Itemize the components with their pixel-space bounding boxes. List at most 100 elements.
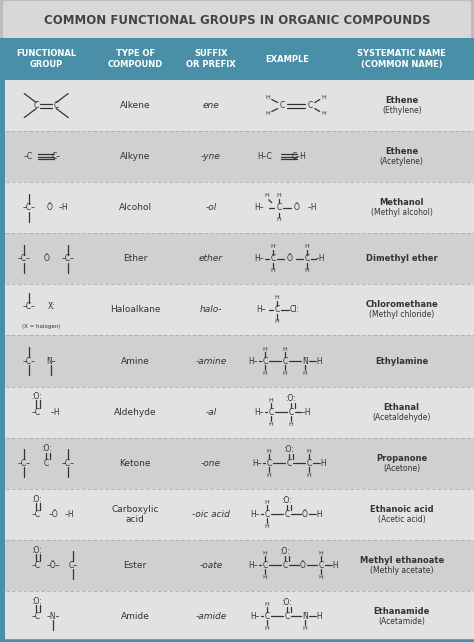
Text: H: H [304, 245, 309, 249]
Text: Ethene: Ethene [385, 147, 419, 156]
Text: H: H [302, 626, 307, 631]
Text: –C–: –C– [18, 458, 31, 467]
Text: H–: H– [254, 408, 264, 417]
Text: C: C [266, 458, 272, 467]
Text: Ethylamine: Ethylamine [375, 356, 428, 365]
Text: H–: H– [254, 254, 264, 263]
Text: Haloalkane: Haloalkane [110, 306, 160, 315]
Text: –H: –H [314, 612, 324, 621]
Text: Alcohol: Alcohol [118, 204, 152, 213]
Text: H: H [268, 397, 273, 403]
Text: (Acetaldehyde): (Acetaldehyde) [373, 413, 431, 422]
Text: –C–: –C– [62, 254, 75, 263]
Text: (Acetamide): (Acetamide) [378, 617, 425, 626]
Text: Dimethyl ether: Dimethyl ether [366, 254, 438, 263]
Text: –C: –C [32, 561, 41, 570]
Text: –C–: –C– [23, 204, 36, 213]
Bar [0, 591, 474, 642]
Text: Ethanoic acid: Ethanoic acid [370, 505, 434, 514]
Text: :O:: :O: [31, 392, 42, 401]
Text: FUNCTIONAL
GROUP: FUNCTIONAL GROUP [16, 49, 76, 69]
Text: -al: -al [205, 408, 217, 417]
Text: H: H [288, 422, 293, 426]
Text: Alkyne: Alkyne [120, 152, 150, 161]
Text: Methanol: Methanol [380, 198, 424, 207]
Text: (Acetone): (Acetone) [383, 464, 420, 473]
Text: Ẍ:: Ẍ: [47, 302, 55, 311]
Text: –C–: –C– [18, 254, 31, 263]
Text: –H: –H [64, 510, 74, 519]
Text: H: H [266, 473, 271, 478]
Text: Ö: Ö [300, 561, 306, 570]
Bar [0, 284, 474, 336]
Text: C: C [276, 204, 282, 213]
Text: C: C [279, 101, 284, 110]
Text: C: C [318, 561, 323, 570]
Text: H: H [283, 347, 287, 352]
Text: H: H [266, 449, 271, 454]
Text: H–: H– [248, 356, 257, 365]
Text: C: C [264, 612, 269, 621]
Text: Ö: Ö [294, 204, 300, 213]
Text: ether: ether [199, 254, 223, 263]
Bar [0, 131, 474, 182]
Text: C: C [284, 612, 290, 621]
Text: H: H [264, 499, 269, 505]
Text: C: C [304, 254, 310, 263]
Text: –N–: –N– [46, 612, 60, 621]
Text: –H: –H [330, 561, 339, 570]
Text: H–: H– [254, 204, 264, 213]
Text: H: H [306, 449, 311, 454]
Text: –C: –C [32, 612, 41, 621]
Text: ene: ene [202, 101, 219, 110]
Text: :O:: :O: [31, 495, 42, 504]
Bar [0, 386, 474, 438]
Text: –H: –H [50, 408, 60, 417]
Text: Alkene: Alkene [120, 101, 150, 110]
Text: C: C [44, 458, 49, 467]
Text: Ö: Ö [43, 254, 49, 263]
Text: –C–: –C– [23, 302, 36, 311]
Bar [0, 540, 474, 591]
Text: Ether: Ether [123, 254, 147, 263]
Text: C: C [286, 458, 292, 467]
Text: –H: –H [308, 204, 318, 213]
Text: H: H [321, 95, 326, 100]
Text: -oate: -oate [199, 561, 223, 570]
Text: Aldehyde: Aldehyde [114, 408, 156, 417]
Text: Ethanal: Ethanal [384, 403, 419, 412]
Text: N̈: N̈ [302, 356, 308, 365]
Text: H: H [263, 370, 267, 376]
Text: -amine: -amine [195, 356, 227, 365]
Text: –H: –H [318, 458, 328, 467]
FancyBboxPatch shape [3, 1, 471, 39]
Text: Ö: Ö [287, 254, 293, 263]
Text: H: H [268, 422, 273, 426]
Text: C: C [307, 101, 312, 110]
Text: –C: –C [32, 510, 41, 519]
Text: (X = halogen): (X = halogen) [22, 324, 60, 329]
Text: N̈: N̈ [302, 612, 308, 621]
Text: H–: H– [250, 510, 260, 519]
Text: H: H [283, 370, 287, 376]
Text: halo-: halo- [200, 306, 222, 315]
Text: -amide: -amide [195, 612, 227, 621]
Text: H: H [306, 473, 311, 478]
Bar [0, 80, 474, 131]
Text: –Ö: –Ö [48, 510, 58, 519]
Text: H: H [263, 551, 267, 556]
Text: Methyl ethanoate: Methyl ethanoate [360, 556, 444, 565]
Text: H: H [264, 602, 269, 607]
Text: TYPE OF
COMPOUND: TYPE OF COMPOUND [108, 49, 163, 69]
Text: C: C [264, 510, 269, 519]
Text: –H: –H [316, 254, 326, 263]
Text: C: C [282, 356, 287, 365]
Text: H–C: H–C [257, 152, 272, 161]
Text: :O:: :O: [31, 546, 42, 555]
Text: H–: H– [256, 306, 265, 315]
Text: Amine: Amine [121, 356, 149, 365]
Text: -ol: -ol [205, 204, 217, 213]
Text: H: H [264, 626, 269, 631]
Text: –H: –H [314, 510, 324, 519]
Text: Ö: Ö [46, 204, 52, 213]
